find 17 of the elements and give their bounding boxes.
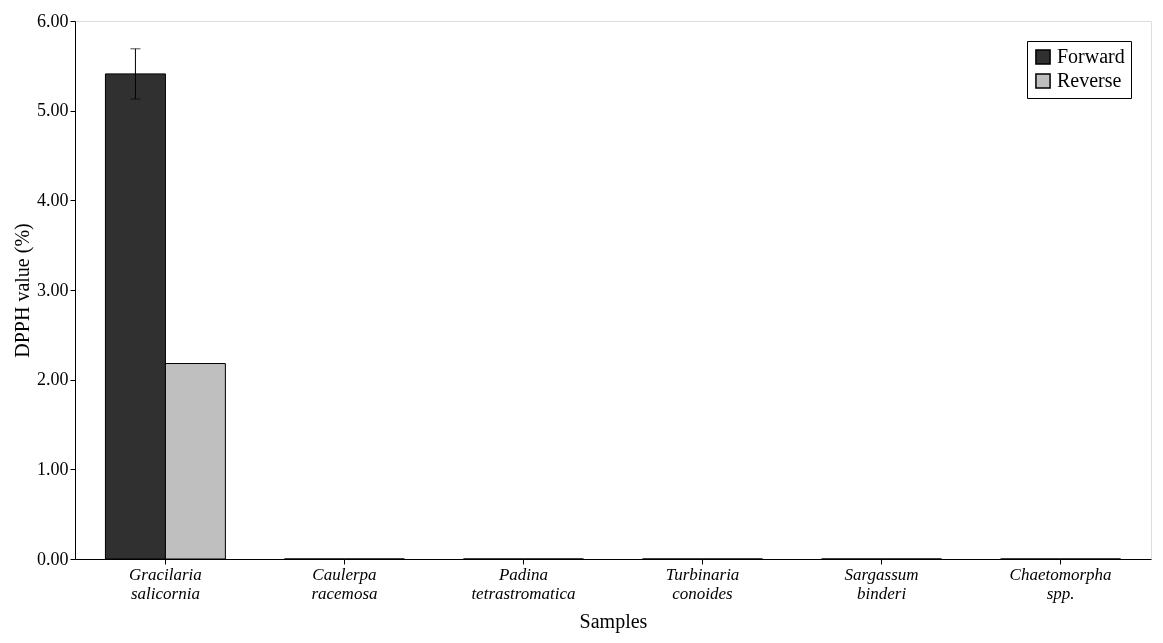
x-tick-label: Turbinaria conoides [665, 564, 740, 603]
x-tick-label: Caulerpa racemosa [311, 564, 378, 603]
y-tick-label: 4.00 [37, 189, 69, 210]
x-tick-label: Sargassum binderi [844, 564, 919, 603]
y-tick-label: 6.00 [37, 10, 69, 31]
x-tick-label: Gracilaria salicornia [129, 564, 202, 603]
y-tick-label: 2.00 [37, 369, 69, 390]
y-tick-label: 3.00 [37, 279, 69, 300]
y-tick-label: 0.00 [37, 548, 69, 569]
legend-label: Forward [1057, 45, 1125, 67]
x-tick-label: Chaetomorpha spp. [1009, 564, 1112, 603]
y-tick-label: 1.00 [37, 458, 69, 479]
x-axis-title: Samples [579, 609, 648, 633]
legend-label: Reverse [1057, 69, 1122, 91]
x-tick-label: Padina tetrastromatica [471, 564, 576, 603]
y-tick-label: 5.00 [37, 100, 69, 121]
y-axis-title: DPPH value (%) [11, 223, 34, 358]
